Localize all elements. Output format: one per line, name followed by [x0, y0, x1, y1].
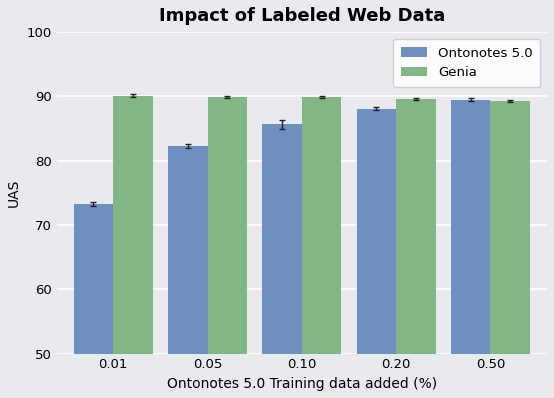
- Bar: [451, 100, 490, 398]
- Bar: [208, 97, 247, 398]
- X-axis label: Ontonotes 5.0 Training data added (%): Ontonotes 5.0 Training data added (%): [167, 377, 437, 391]
- Bar: [302, 97, 341, 398]
- Y-axis label: UAS: UAS: [7, 179, 21, 207]
- Bar: [113, 96, 153, 398]
- Bar: [168, 146, 208, 398]
- Bar: [262, 124, 302, 398]
- Legend: Ontonotes 5.0, Genia: Ontonotes 5.0, Genia: [393, 39, 541, 87]
- Bar: [490, 101, 530, 398]
- Title: Impact of Labeled Web Data: Impact of Labeled Web Data: [158, 7, 445, 25]
- Bar: [357, 109, 396, 398]
- Bar: [74, 204, 113, 398]
- Bar: [396, 99, 436, 398]
